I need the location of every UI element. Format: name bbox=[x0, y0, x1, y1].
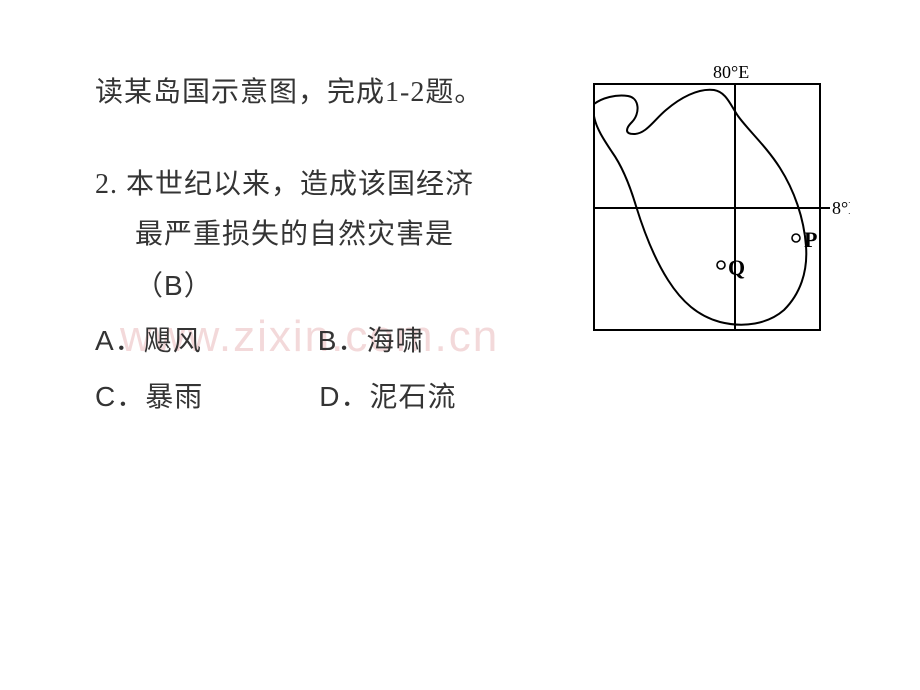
intro-text: 读某岛国示意图，完成1-2题。 bbox=[95, 70, 835, 110]
question-answer-line: （B） bbox=[135, 261, 835, 312]
option-a-text: 飓风 bbox=[144, 326, 202, 357]
option-b-text: 海啸 bbox=[366, 326, 424, 357]
answer-open: （ bbox=[135, 271, 164, 302]
options-row-2: C．暴雨 D．泥石流 bbox=[95, 372, 835, 423]
question-line-1: 2. 本世纪以来，造成该国经济 bbox=[95, 160, 835, 210]
question-text-1: 本世纪以来，造成该国经济 bbox=[126, 169, 474, 200]
option-d-text: 泥石流 bbox=[370, 382, 457, 413]
option-b-label: B． bbox=[318, 325, 367, 356]
question-number: 2. bbox=[95, 169, 118, 200]
question-block: 2. 本世纪以来，造成该国经济 最严重损失的自然灾害是 （B） A．飓风 B．海… bbox=[95, 160, 835, 423]
question-text-2: 最严重损失的自然灾害是 bbox=[135, 219, 454, 250]
option-a-label: A． bbox=[95, 325, 144, 356]
spacer bbox=[202, 326, 318, 357]
option-c-text: 暴雨 bbox=[145, 382, 203, 413]
option-d-label: D． bbox=[319, 381, 369, 412]
option-c-label: C． bbox=[95, 381, 145, 412]
answer-close: ） bbox=[184, 271, 213, 302]
question-line-2: 最严重损失的自然灾害是 bbox=[135, 210, 835, 260]
spacer bbox=[203, 382, 319, 413]
options-row-1: A．飓风 B．海啸 bbox=[95, 316, 835, 367]
answer-letter: B bbox=[164, 270, 184, 301]
